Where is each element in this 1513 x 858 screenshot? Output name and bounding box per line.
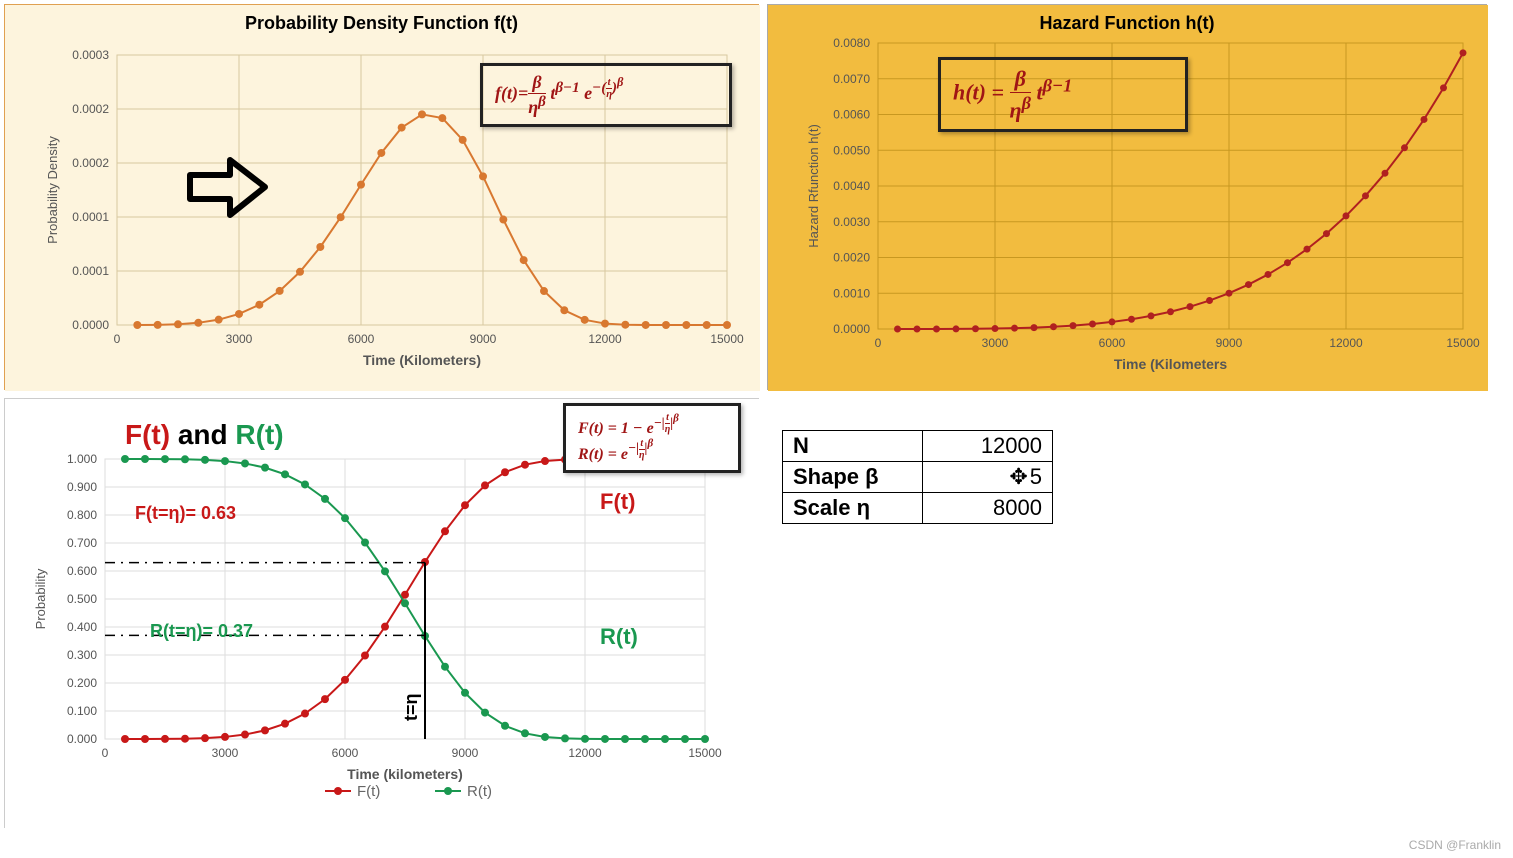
params-table: N12000Shape β✥5Scale η8000: [782, 430, 1053, 524]
param-label: Shape β: [783, 462, 923, 493]
svg-text:0.0001: 0.0001: [72, 210, 109, 224]
svg-text:0.0003: 0.0003: [72, 48, 109, 62]
svg-text:0: 0: [102, 746, 109, 760]
pdf-formula-box: f(t)=βηβ tβ−1 e−(tη)β: [480, 63, 732, 127]
svg-text:0.200: 0.200: [67, 676, 97, 690]
svg-text:9000: 9000: [470, 332, 497, 346]
svg-text:12000: 12000: [588, 332, 622, 346]
svg-text:0.0060: 0.0060: [833, 108, 870, 122]
svg-text:3000: 3000: [982, 336, 1009, 350]
svg-text:12000: 12000: [1329, 336, 1363, 350]
svg-text:0.100: 0.100: [67, 704, 97, 718]
watermark-text: CSDN @Franklin: [1409, 838, 1501, 852]
fr-formula-box: F(t) = 1 − e−|tη|βR(t) = e−|tη|β: [563, 403, 741, 473]
pdf-chart-title: Probability Density Function f(t): [5, 13, 758, 34]
param-value[interactable]: 12000: [923, 431, 1053, 462]
param-value[interactable]: 8000: [923, 493, 1053, 524]
hazard-chart-panel: Hazard Function h(t) 0.0000 0.0010 0.0020 0…: [767, 4, 1487, 390]
svg-text:t=η: t=η: [401, 693, 421, 721]
svg-text:Hazard Rfunction h(t): Hazard Rfunction h(t): [806, 124, 821, 248]
svg-text:0.0002: 0.0002: [72, 156, 109, 170]
svg-text:0.0080: 0.0080: [833, 36, 870, 50]
svg-text:0.500: 0.500: [67, 592, 97, 606]
svg-text:9000: 9000: [1216, 336, 1243, 350]
svg-text:R(t=η)= 0.37: R(t=η)= 0.37: [150, 621, 253, 641]
hazard-formula-box: h(t) = βηβ tβ−1: [938, 57, 1188, 132]
param-label: N: [783, 431, 923, 462]
svg-text:Time (Kilometers): Time (Kilometers): [363, 352, 481, 368]
svg-text:0.0000: 0.0000: [833, 322, 870, 336]
svg-text:0.600: 0.600: [67, 564, 97, 578]
fr-chart-title: F(t) and R(t): [125, 419, 284, 451]
svg-text:0.0050: 0.0050: [833, 143, 870, 157]
svg-text:12000: 12000: [568, 746, 602, 760]
svg-text:R(t): R(t): [600, 624, 638, 649]
fr-chart-panel: F(t) and R(t) 0.000 0.100 0.200 0.300 0.400 0…: [4, 398, 759, 828]
svg-text:3000: 3000: [212, 746, 239, 760]
svg-text:Time (kilometers): Time (kilometers): [347, 766, 463, 782]
svg-text:0.800: 0.800: [67, 508, 97, 522]
arrow-icon: [185, 155, 275, 225]
svg-text:Probability Density: Probability Density: [45, 136, 60, 244]
svg-text:0.0010: 0.0010: [833, 286, 870, 300]
svg-text:0.0070: 0.0070: [833, 72, 870, 86]
svg-text:F(t=η)= 0.63: F(t=η)= 0.63: [135, 503, 236, 523]
svg-text:0.0020: 0.0020: [833, 251, 870, 265]
svg-text:15000: 15000: [688, 746, 722, 760]
svg-text:0.0030: 0.0030: [833, 215, 870, 229]
svg-text:1.000: 1.000: [67, 452, 97, 466]
svg-text:3000: 3000: [226, 332, 253, 346]
svg-text:0.0000: 0.0000: [72, 318, 109, 332]
svg-text:F(t): F(t): [357, 783, 380, 800]
svg-text:0: 0: [875, 336, 882, 350]
svg-text:15000: 15000: [710, 332, 744, 346]
svg-text:F(t): F(t): [600, 489, 635, 514]
svg-text:6000: 6000: [348, 332, 375, 346]
hazard-chart-title: Hazard Function h(t): [768, 13, 1486, 34]
svg-text:0.700: 0.700: [67, 536, 97, 550]
svg-text:0.000: 0.000: [67, 732, 97, 746]
param-label: Scale η: [783, 493, 923, 524]
svg-text:0.0040: 0.0040: [833, 179, 870, 193]
svg-text:0: 0: [114, 332, 121, 346]
svg-text:6000: 6000: [1099, 336, 1126, 350]
svg-text:0.900: 0.900: [67, 480, 97, 494]
params-panel: N12000Shape β✥5Scale η8000: [767, 398, 1487, 828]
pdf-chart-panel: Probability Density Function f(t) 0.0000…: [4, 4, 759, 390]
svg-text:R(t): R(t): [467, 783, 492, 800]
cursor-icon: ✥: [1009, 464, 1027, 489]
svg-text:0.0001: 0.0001: [72, 264, 109, 278]
svg-text:9000: 9000: [452, 746, 479, 760]
param-value[interactable]: ✥5: [923, 462, 1053, 493]
svg-text:6000: 6000: [332, 746, 359, 760]
svg-text:0.300: 0.300: [67, 648, 97, 662]
svg-text:0.400: 0.400: [67, 620, 97, 634]
svg-text:15000: 15000: [1446, 336, 1480, 350]
svg-text:Time (Kilometers: Time (Kilometers: [1114, 356, 1228, 372]
svg-text:Probability: Probability: [33, 568, 48, 629]
svg-text:0.0002: 0.0002: [72, 102, 109, 116]
